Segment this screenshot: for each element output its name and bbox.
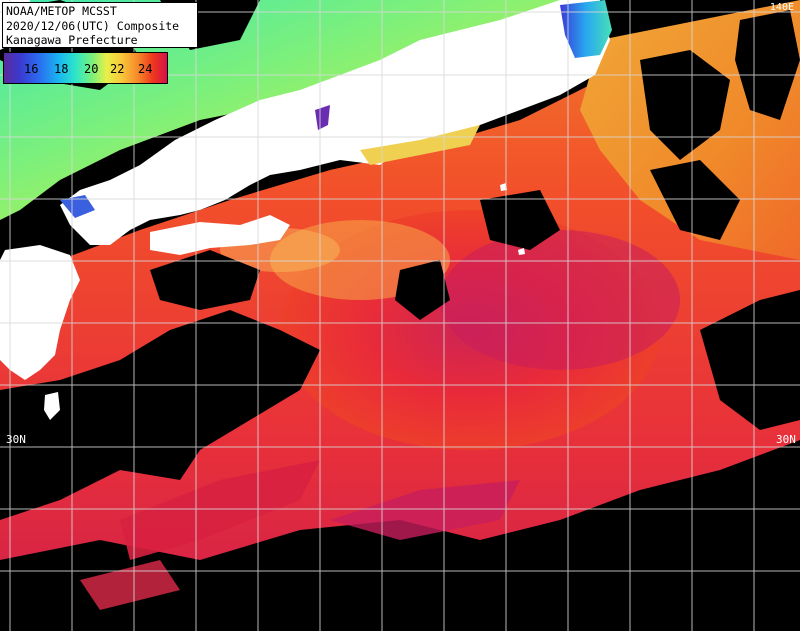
temperature-legend: 16 18 20 22 24 <box>3 52 168 84</box>
legend-color-bar <box>4 53 167 83</box>
latitude-label-right: 30N <box>776 433 796 446</box>
product-title: NOAA/METOP MCSST <box>6 4 117 18</box>
legend-label-22: 22 <box>110 62 125 76</box>
land-shikoku <box>150 215 290 255</box>
warm-streak-south <box>120 460 320 560</box>
coastal-cool-strip <box>360 125 480 165</box>
legend-label-24: 24 <box>138 62 153 76</box>
region-title: Kanagawa Prefecture <box>6 33 138 47</box>
cloud-mass-central <box>395 260 450 320</box>
date-title: 2020/12/06(UTC) Composite <box>6 18 180 33</box>
warm-eddy <box>440 230 680 370</box>
cloud-mass-southwest <box>0 310 320 520</box>
land-island <box>44 392 60 420</box>
latitude-label-left: 30N <box>6 433 26 446</box>
cloud-mass-central <box>480 190 560 250</box>
legend-label-20: 20 <box>84 62 99 76</box>
cloud-mass-east <box>650 160 740 240</box>
bay-cold-water <box>60 195 95 218</box>
longitude-label: 140E <box>769 2 794 13</box>
land-kyushu <box>0 245 80 380</box>
cloud-mass-northeast <box>735 10 800 120</box>
bay-cold-water <box>560 0 612 58</box>
land-island <box>500 183 507 191</box>
warm-streak-south <box>330 480 520 540</box>
warm-streak-south <box>80 560 180 610</box>
legend-label-18: 18 <box>54 62 69 76</box>
cloud-mass-southeast <box>700 290 800 430</box>
bay-cold-water <box>315 105 330 130</box>
cloud-mass-southwest <box>150 250 260 310</box>
land-honshu <box>60 0 610 245</box>
cloud-mass-northeast <box>640 50 730 160</box>
land-island <box>518 248 525 255</box>
legend-label-16: 16 <box>24 62 39 76</box>
map-title-box: NOAA/METOP MCSST 2020/12/06(UTC) Composi… <box>2 2 198 48</box>
